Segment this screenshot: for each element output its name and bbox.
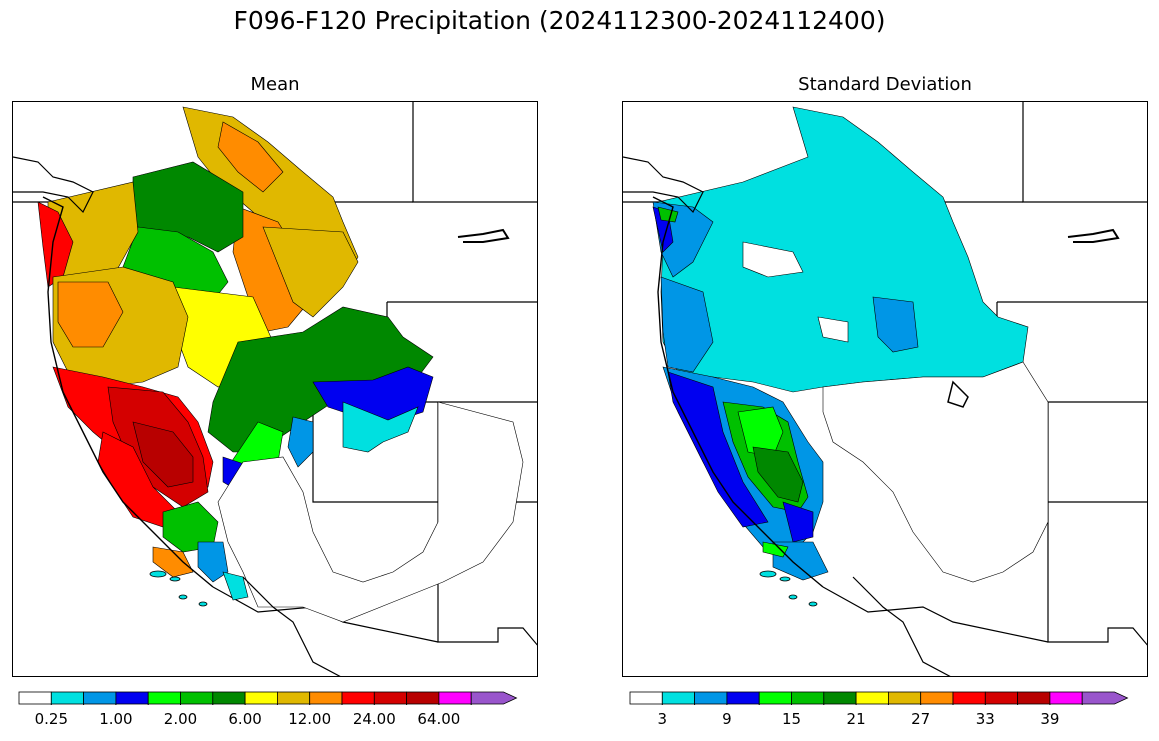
mean-colorbar-swatch [373, 691, 407, 705]
std-panel-title: Standard Deviation [798, 74, 972, 95]
mean-colorbar-tick-label: 0.25 [34, 710, 68, 728]
std-map-canvas [623, 102, 1147, 676]
std-basins [652, 106, 1049, 583]
mean-colorbar-swatch [18, 691, 52, 705]
std-colorbar-swatches [629, 691, 1129, 705]
std-colorbar-swatch [823, 691, 857, 705]
std-colorbar-tick-label: 15 [781, 710, 802, 728]
std-colorbar-swatch [1017, 691, 1051, 705]
mean-colorbar-swatch [83, 691, 117, 705]
mean-map-canvas [13, 102, 537, 676]
mean-colorbar: 0.25 1.00 2.00 6.00 12.00 24.00 64.00 [18, 690, 533, 728]
std-colorbar-swatch [1049, 691, 1083, 705]
mean-colorbar-swatch [147, 691, 181, 705]
std-map[interactable] [622, 101, 1148, 677]
mean-colorbar-swatch [180, 691, 214, 705]
mean-colorbar-swatch [470, 691, 518, 705]
std-colorbar-tick-label: 33 [975, 710, 995, 728]
std-colorbar-tick-label: 9 [722, 710, 732, 728]
mean-colorbar-tick-label: 2.00 [163, 710, 198, 728]
mean-colorbar-swatch [244, 691, 278, 705]
figure-title: F096-F120 Precipitation (2024112300-2024… [233, 6, 886, 35]
mean-colorbar-swatch [50, 691, 84, 705]
std-colorbar-swatch [629, 691, 663, 705]
std-colorbar-tick-label: 39 [1040, 710, 1060, 728]
mean-colorbar-tick-label: 64.00 [417, 710, 461, 728]
mean-colorbar-swatch [438, 691, 472, 705]
mean-colorbar-swatch [115, 691, 149, 705]
mean-panel-title: Mean [250, 74, 300, 95]
std-colorbar-swatch [791, 691, 825, 705]
std-colorbar-swatch [887, 691, 922, 705]
std-colorbar-swatch [726, 691, 760, 705]
std-colorbar-swatch [984, 691, 1018, 705]
mean-colorbar-swatches [18, 691, 518, 705]
std-colorbar-swatch [952, 691, 986, 705]
mean-colorbar-tick-label: 1.00 [99, 710, 133, 728]
mean-colorbar-swatch [341, 691, 375, 705]
mean-map[interactable] [12, 101, 538, 677]
std-colorbar-tick-label: 27 [911, 710, 931, 728]
mean-colorbar-swatch [276, 691, 311, 705]
std-colorbar-tick-label: 21 [846, 710, 866, 728]
mean-colorbar-tick-label: 6.00 [228, 710, 262, 728]
std-colorbar-swatch [1081, 691, 1129, 705]
mean-colorbar-swatch [406, 691, 440, 705]
std-colorbar-tick-label: 3 [657, 710, 668, 728]
std-colorbar-swatch [855, 691, 889, 705]
mean-coastline [42, 196, 214, 588]
std-colorbar-swatch [661, 691, 695, 705]
std-colorbar-swatch [920, 691, 954, 705]
std-colorbar-swatch [694, 691, 728, 705]
mean-basins [37, 106, 524, 623]
std-colorbar-swatch [758, 691, 792, 705]
mean-colorbar-swatch [212, 691, 246, 705]
mean-colorbar-tick-label: 12.00 [288, 710, 332, 728]
std-colorbar: 3 9 15 21 27 33 39 [629, 690, 1144, 728]
mean-colorbar-tick-label: 24.00 [352, 710, 396, 728]
mean-colorbar-swatch [309, 691, 343, 705]
